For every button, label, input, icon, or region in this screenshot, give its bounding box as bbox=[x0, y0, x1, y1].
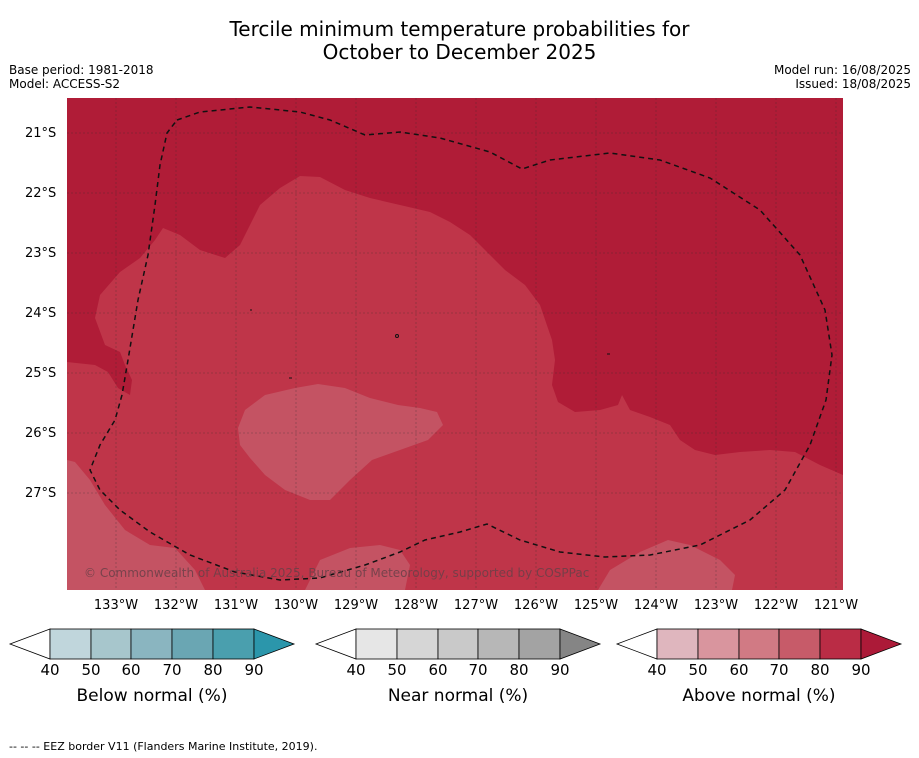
colorbar-below-normal bbox=[8, 628, 296, 660]
colorbar-segment bbox=[130, 628, 173, 660]
colorbar-tick: 90 bbox=[550, 661, 570, 679]
lon-label: 122°W bbox=[753, 598, 799, 613]
colorbar-above-normal bbox=[615, 628, 903, 660]
colorbar-tick: 70 bbox=[162, 661, 182, 679]
grid-lines bbox=[67, 98, 843, 590]
colorbar-segment bbox=[518, 628, 561, 660]
colorbar-segment bbox=[49, 628, 92, 660]
colorbar-high-arrow bbox=[253, 628, 296, 660]
colorbar-segment bbox=[90, 628, 132, 660]
lon-label: 125°W bbox=[573, 598, 619, 613]
island-marker bbox=[395, 334, 399, 338]
colorbar-tick: 80 bbox=[509, 661, 529, 679]
lon-label: 130°W bbox=[273, 598, 319, 613]
colorbar-tick: 60 bbox=[729, 661, 749, 679]
colorbar-tick: 80 bbox=[203, 661, 223, 679]
model-run: Model run: 16/08/2025 bbox=[773, 63, 911, 77]
title-line-2: October to December 2025 bbox=[322, 40, 597, 64]
colorbar-tick: 50 bbox=[387, 661, 407, 679]
colorbar-segment bbox=[355, 628, 398, 660]
colorbar-title: Near normal (%) bbox=[387, 686, 529, 706]
colorbar-low-arrow bbox=[8, 628, 51, 660]
colorbar-tick: 90 bbox=[851, 661, 871, 679]
lat-label: 25°S bbox=[25, 366, 57, 381]
map-region-light-southeast bbox=[598, 540, 735, 590]
lon-label: 133°W bbox=[93, 598, 139, 613]
copyright-notice: © Commonwealth of Australia 2025, Bureau… bbox=[84, 566, 590, 580]
issued-date: Issued: 18/08/2025 bbox=[795, 77, 911, 91]
colorbar-high-arrow bbox=[860, 628, 903, 660]
right-meta: Model run: 16/08/2025 Issued: 18/08/2025 bbox=[774, 63, 911, 91]
colorbar-tick: 70 bbox=[769, 661, 789, 679]
colorbar-segment bbox=[212, 628, 255, 660]
colorbar-near-normal bbox=[314, 628, 602, 660]
lon-label: 128°W bbox=[393, 598, 439, 613]
lon-label: 123°W bbox=[693, 598, 739, 613]
base-period: Base period: 1981-2018 bbox=[9, 63, 154, 77]
colorbar-tick: 60 bbox=[428, 661, 448, 679]
colorbar-title: Below normal (%) bbox=[76, 686, 228, 706]
colorbar-segment bbox=[171, 628, 214, 660]
colorbar-low-arrow bbox=[314, 628, 357, 660]
lon-label: 129°W bbox=[333, 598, 379, 613]
map-region-light-southwest bbox=[67, 460, 205, 590]
eez-border bbox=[89, 106, 833, 581]
chart-title: Tercile minimum temperature probabilitie… bbox=[0, 18, 919, 64]
islands bbox=[250, 309, 610, 379]
colorbar-tick: 50 bbox=[81, 661, 101, 679]
lat-label: 22°S bbox=[25, 186, 57, 201]
lon-label: 121°W bbox=[813, 598, 859, 613]
lon-label: 124°W bbox=[633, 598, 679, 613]
colorbar-tick: 50 bbox=[688, 661, 708, 679]
lon-label: 132°W bbox=[153, 598, 199, 613]
lat-label: 23°S bbox=[25, 246, 57, 261]
lon-label: 127°W bbox=[453, 598, 499, 613]
colorbar-tick: 40 bbox=[647, 661, 667, 679]
model-name: Model: ACCESS-S2 bbox=[9, 77, 121, 91]
colorbar-segment bbox=[437, 628, 479, 660]
colorbar-high-arrow bbox=[559, 628, 602, 660]
colorbar-segment bbox=[738, 628, 780, 660]
map-region-light-center bbox=[238, 384, 443, 500]
colorbar-low-arrow bbox=[615, 628, 658, 660]
colorbar-tick: 40 bbox=[40, 661, 60, 679]
colorbar-segment bbox=[656, 628, 699, 660]
colorbar-tick: 90 bbox=[244, 661, 264, 679]
lat-label: 27°S bbox=[25, 486, 57, 501]
colorbar-tick: 40 bbox=[346, 661, 366, 679]
colorbar-title: Above normal (%) bbox=[682, 686, 836, 706]
colorbar-tick: 80 bbox=[810, 661, 830, 679]
colorbar-segment bbox=[477, 628, 520, 660]
title-line-1: Tercile minimum temperature probabilitie… bbox=[229, 17, 690, 41]
colorbar-tick: 60 bbox=[121, 661, 141, 679]
lon-label: 131°W bbox=[213, 598, 259, 613]
colorbar-segment bbox=[778, 628, 821, 660]
lat-label: 21°S bbox=[25, 126, 57, 141]
colorbar-tick: 70 bbox=[468, 661, 488, 679]
colorbar-segment bbox=[819, 628, 862, 660]
colorbar-segment bbox=[396, 628, 439, 660]
footnote: -- -- -- EEZ border V11 (Flanders Marine… bbox=[9, 740, 318, 753]
probability-map bbox=[67, 98, 843, 590]
lon-label: 126°W bbox=[513, 598, 559, 613]
colorbar-segment bbox=[697, 628, 740, 660]
left-meta: Base period: 1981-2018 Model: ACCESS-S2 bbox=[9, 63, 154, 91]
map-region-mid bbox=[67, 176, 843, 590]
lat-label: 26°S bbox=[25, 426, 57, 441]
lat-label: 24°S bbox=[25, 306, 57, 321]
